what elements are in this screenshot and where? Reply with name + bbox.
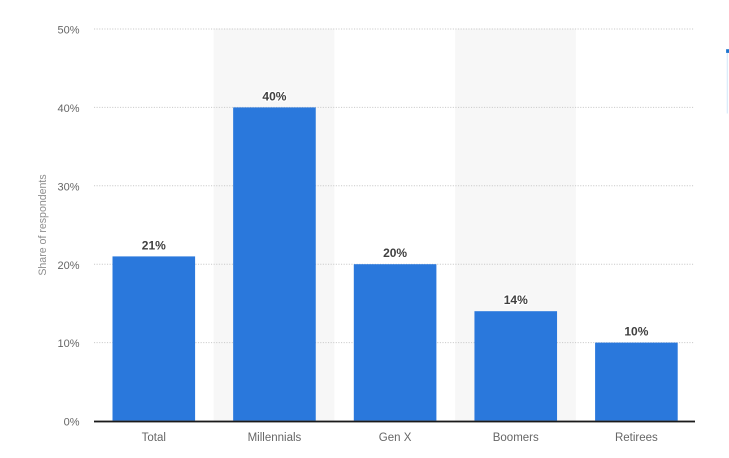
svg-text:Gen X: Gen X xyxy=(379,432,412,444)
svg-text:10%: 10% xyxy=(624,325,648,339)
svg-text:20%: 20% xyxy=(57,260,79,272)
svg-text:21%: 21% xyxy=(142,238,166,252)
svg-text:30%: 30% xyxy=(57,181,79,193)
svg-text:50%: 50% xyxy=(57,25,79,37)
svg-text:40%: 40% xyxy=(57,103,79,115)
svg-text:Boomers: Boomers xyxy=(493,432,539,444)
svg-text:Millennials: Millennials xyxy=(248,432,302,444)
svg-text:0%: 0% xyxy=(64,417,80,429)
svg-text:Share of respondents: Share of respondents xyxy=(37,174,49,275)
svg-text:Retirees: Retirees xyxy=(615,432,658,444)
svg-text:Total: Total xyxy=(142,432,166,444)
svg-text:14%: 14% xyxy=(504,293,528,307)
svg-text:10%: 10% xyxy=(57,338,79,350)
svg-text:40%: 40% xyxy=(262,89,286,103)
svg-text:20%: 20% xyxy=(383,246,407,260)
